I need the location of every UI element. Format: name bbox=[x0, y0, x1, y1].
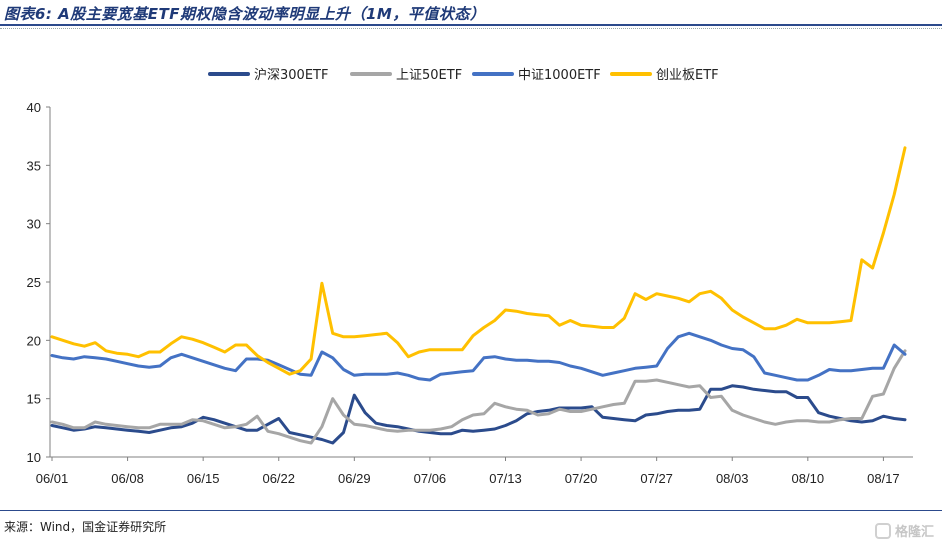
x-tick-label: 08/03 bbox=[716, 471, 749, 486]
watermark-text: 格隆汇 bbox=[894, 525, 934, 540]
x-tick-label: 08/17 bbox=[867, 471, 900, 486]
legend-label-0: 沪深300ETF bbox=[254, 67, 328, 83]
legend-label-3: 创业板ETF bbox=[656, 68, 719, 83]
y-tick-label: 25 bbox=[27, 275, 41, 290]
iv-line-chart: 10 15 20 25 30 35 40 06/01 06/08 06/15 06/22 06/29 0… bbox=[27, 67, 913, 486]
x-tick-label: 06/22 bbox=[262, 471, 295, 486]
series-line-1 bbox=[50, 349, 907, 445]
source-note: 来源：Wind，国金证券研究所 bbox=[4, 520, 167, 534]
series-line-3 bbox=[50, 146, 907, 376]
x-tick-label: 08/10 bbox=[792, 471, 825, 486]
x-tick-label: 07/27 bbox=[640, 471, 673, 486]
figure-title: 图表6: A股主要宽基ETF期权隐含波动率明显上升（1M，平值状态） bbox=[4, 5, 486, 23]
watermark: 格隆汇 bbox=[874, 521, 934, 540]
legend-label-2: 中证1000ETF bbox=[518, 68, 601, 83]
y-tick-label: 15 bbox=[27, 392, 41, 407]
title-rule bbox=[0, 24, 942, 26]
source-rule bbox=[0, 510, 942, 511]
y-tick-label: 20 bbox=[27, 333, 41, 348]
x-tick-label: 07/13 bbox=[489, 471, 522, 486]
x-tick-label: 07/20 bbox=[565, 471, 598, 486]
y-tick-label: 30 bbox=[27, 217, 41, 232]
series-line-0 bbox=[50, 384, 907, 445]
y-tick-label: 10 bbox=[27, 450, 41, 465]
series-line-2 bbox=[50, 331, 907, 382]
x-tick-label: 06/29 bbox=[338, 471, 371, 486]
y-tick-label: 40 bbox=[27, 100, 41, 115]
x-tick-label: 06/01 bbox=[36, 471, 69, 486]
title-rule-dotted bbox=[0, 28, 942, 30]
x-tick-label: 06/15 bbox=[187, 471, 220, 486]
x-tick-label: 07/06 bbox=[414, 471, 447, 486]
legend-label-1: 上证50ETF bbox=[396, 68, 462, 83]
x-tick-label: 06/08 bbox=[111, 471, 144, 486]
watermark-logo-icon bbox=[874, 522, 891, 539]
y-tick-label: 35 bbox=[27, 158, 41, 173]
